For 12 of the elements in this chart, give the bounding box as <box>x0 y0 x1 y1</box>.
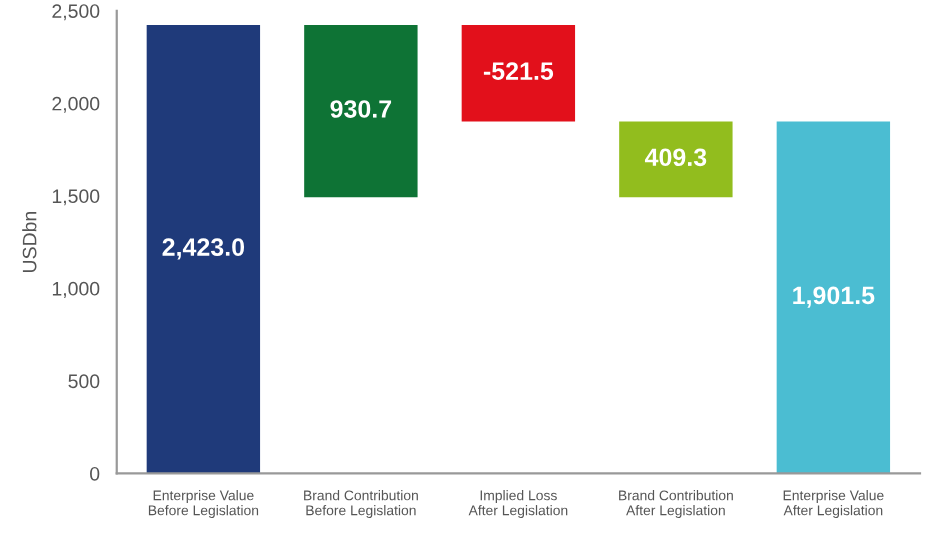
y-axis-title: USDbn <box>22 212 37 272</box>
y-tick-label: 500 <box>68 374 100 389</box>
data-label: 409.3 <box>644 148 707 167</box>
y-tick-label: 0 <box>90 466 100 481</box>
data-label: 1,901.5 <box>793 286 875 308</box>
data-label: -521.5 <box>483 62 554 80</box>
y-tick-label: 1,000 <box>52 281 100 298</box>
data-label: 930.7 <box>330 100 392 118</box>
data-label: 2,423.0 <box>162 238 245 260</box>
y-tick-label: 2,500 <box>52 4 100 21</box>
y-tick-label: 1,500 <box>52 189 100 206</box>
y-tick-label: 2,000 <box>52 96 100 113</box>
